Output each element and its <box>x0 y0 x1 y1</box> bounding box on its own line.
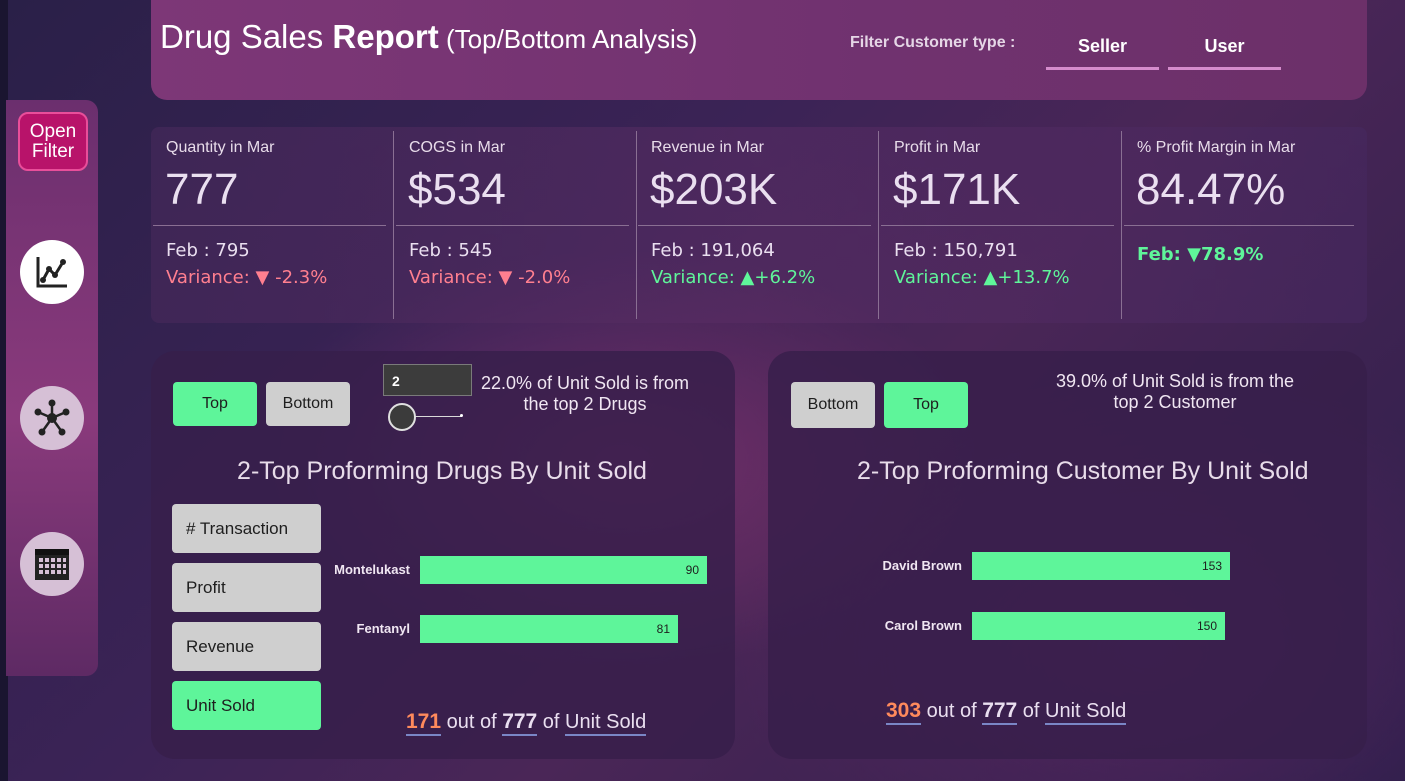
line-chart-icon <box>36 257 67 288</box>
customer-bottom-button[interactable]: Bottom <box>791 382 875 428</box>
kpi-variance: Variance: ▲+6.2% <box>651 267 816 288</box>
metric-transaction-button[interactable]: # Transaction <box>172 504 321 553</box>
customer-type-seller-button[interactable]: Seller <box>1046 36 1159 70</box>
open-filter-button[interactable]: Open Filter <box>18 112 88 171</box>
kpi-revenue: Revenue in Mar $203K Feb : 191,064 Varia… <box>636 127 879 323</box>
kpi-value: 777 <box>165 165 239 214</box>
window-left-edge <box>0 0 8 781</box>
customer-bar-label: Carol Brown <box>884 618 962 633</box>
kpi-profit: Profit in Mar $171K Feb : 150,791 Varian… <box>879 127 1122 323</box>
divider <box>878 131 879 319</box>
divider <box>636 131 637 319</box>
customer-top-button[interactable]: Top <box>884 382 968 428</box>
top-n-slider-track[interactable] <box>402 416 462 417</box>
drugs-top-button[interactable]: Top <box>173 382 257 426</box>
nav-network-button[interactable] <box>20 386 84 450</box>
top-n-input[interactable]: 2 <box>383 364 472 396</box>
kpi-label: % Profit Margin in Mar <box>1137 139 1296 156</box>
drugs-share-note: 22.0% of Unit Sold is from the top 2 Dru… <box>480 373 690 414</box>
metric-revenue-button[interactable]: Revenue <box>172 622 321 671</box>
drugs-summary: 171 out of 777 of Unit Sold <box>406 710 647 736</box>
calendar-icon <box>35 549 69 580</box>
customer-bar[interactable] <box>972 612 1225 640</box>
customer-bar[interactable] <box>972 552 1230 580</box>
kpi-value: $534 <box>408 165 506 214</box>
drugs-bottom-button[interactable]: Bottom <box>266 382 350 426</box>
drugs-summary-total: 777 <box>502 710 538 736</box>
metric-profit-button[interactable]: Profit <box>172 563 321 612</box>
divider <box>881 225 1114 226</box>
drugs-chart-title: 2-Top Proforming Drugs By Unit Sold <box>237 457 647 485</box>
kpi-label: Revenue in Mar <box>651 139 764 156</box>
divider <box>153 225 386 226</box>
drugs-bar-value: 81 <box>656 622 670 636</box>
customer-bar-label: David Brown <box>882 558 962 573</box>
drugs-bar-value: 90 <box>685 563 699 577</box>
customer-share-note: 39.0% of Unit Sold is from the top 2 Cus… <box>1055 371 1295 412</box>
filter-customer-type-label: Filter Customer type : <box>850 34 1016 51</box>
kpi-previous: Feb : 150,791 <box>894 240 1018 261</box>
kpi-variance: Variance: ▲+13.7% <box>894 267 1070 288</box>
divider <box>1124 225 1354 226</box>
kpi-variance: Feb: ▼78.9% <box>1137 244 1264 265</box>
kpi-variance: Variance: ▼ -2.0% <box>409 267 571 288</box>
nav-overview-button[interactable] <box>20 240 84 304</box>
customer-type-user-button[interactable]: User <box>1168 36 1281 70</box>
customer-chart-title: 2-Top Proforming Customer By Unit Sold <box>857 457 1309 485</box>
divider <box>638 225 871 226</box>
drugs-summary-measure: Unit Sold <box>565 711 647 736</box>
drugs-bar-label: Montelukast <box>334 562 410 577</box>
divider <box>393 131 394 319</box>
drugs-bar[interactable] <box>420 556 707 584</box>
drugs-bar-label: Fentanyl <box>356 621 410 636</box>
nav-calendar-button[interactable] <box>20 532 84 596</box>
divider <box>396 225 629 226</box>
kpi-variance: Variance: ▼ -2.3% <box>166 267 328 288</box>
kpi-value: $203K <box>650 165 778 214</box>
top-n-slider-handle[interactable] <box>388 403 416 431</box>
kpi-cogs: COGS in Mar $534 Feb : 545 Variance: ▼ -… <box>394 127 637 323</box>
kpi-label: COGS in Mar <box>409 139 506 156</box>
kpi-previous: Feb : 191,064 <box>651 240 775 261</box>
kpi-label: Profit in Mar <box>894 139 981 156</box>
customer-summary-measure: Unit Sold <box>1045 700 1127 725</box>
kpi-previous: Feb : 795 <box>166 240 250 261</box>
drugs-bar[interactable] <box>420 615 678 643</box>
customer-bar-value: 150 <box>1196 619 1217 633</box>
slider-end-dot <box>460 414 463 417</box>
divider <box>1121 131 1122 319</box>
kpi-value: 84.47% <box>1136 165 1286 214</box>
kpi-label: Quantity in Mar <box>166 139 275 156</box>
customer-summary-total: 777 <box>982 699 1018 725</box>
kpi-previous: Feb : 545 <box>409 240 493 261</box>
kpi-value: $171K <box>893 165 1021 214</box>
page-title: Drug Sales Report (Top/Bottom Analysis) <box>160 18 698 55</box>
kpi-quantity: Quantity in Mar 777 Feb : 795 Variance: … <box>151 127 394 323</box>
customer-bar-chart: David Brown 153 Carol Brown 150 <box>860 552 1260 662</box>
metric-unit-sold-button[interactable]: Unit Sold <box>172 681 321 730</box>
customer-bar-value: 153 <box>1201 559 1222 573</box>
customer-summary-part: 303 <box>886 699 922 725</box>
report-header <box>151 0 1367 100</box>
customer-summary: 303 out of 777 of Unit Sold <box>886 699 1127 725</box>
network-icon <box>34 399 70 436</box>
drugs-summary-part: 171 <box>406 710 442 736</box>
drugs-bar-chart: Montelukast 90 Fentanyl 81 <box>320 556 720 666</box>
kpi-profit-margin: % Profit Margin in Mar 84.47% Feb: ▼78.9… <box>1122 127 1362 323</box>
